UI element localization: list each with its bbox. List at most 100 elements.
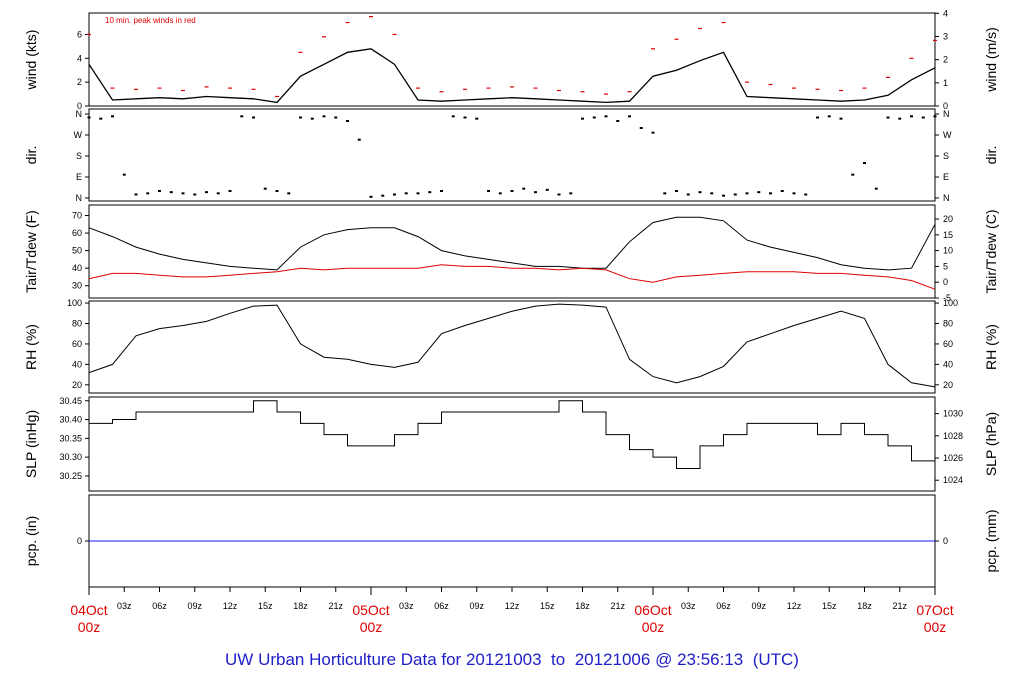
x-tick-label: 03z [117, 601, 132, 611]
wind-direction-point [240, 115, 244, 118]
wind-direction-point [205, 191, 208, 194]
dewpoint-line [88, 264, 936, 290]
ytick-label-temperature: 60 [72, 228, 82, 238]
footer-start-date: 20121003 [465, 650, 542, 669]
wind-direction-point [158, 190, 161, 192]
ytick-right-label-dir: N [943, 109, 950, 119]
x-tick-label: 06z [716, 601, 731, 611]
ytick-right-label-dir: E [943, 172, 949, 182]
x-date-hour-label: 00z [78, 619, 101, 635]
ytick-label-dir: N [76, 109, 83, 119]
x-tick-label: 18z [857, 601, 872, 611]
x-date-label: 07Oct [916, 602, 953, 618]
ytick-label-dir: W [74, 130, 83, 140]
panel-frame-dir [88, 108, 936, 202]
wind-direction-point [910, 115, 913, 118]
wind-direction-point [874, 187, 878, 190]
wind-direction-point [628, 115, 631, 118]
x-date-label: 06Oct [634, 602, 671, 618]
wind-direction-point [252, 116, 255, 119]
wind-direction-point [275, 190, 279, 192]
ytick-label-slp: 30.25 [59, 471, 82, 481]
ytick-label-rh: 20 [72, 380, 82, 390]
ytick-label-wind: 6 [77, 29, 82, 39]
wind-direction-point [780, 190, 784, 192]
wind-direction-point [769, 192, 772, 195]
x-tick-label: 18z [575, 601, 590, 611]
x-tick-label: 12z [505, 601, 520, 611]
wind-direction-point [334, 116, 338, 119]
wind-direction-point [557, 193, 561, 196]
x-date-hour-label: 00z [360, 619, 383, 635]
wind-direction-point [545, 188, 549, 191]
wind-direction-point [369, 195, 373, 198]
wind-direction-point [228, 190, 232, 192]
ytick-right-label-wind: 4 [943, 8, 948, 18]
wind-direction-point [193, 193, 197, 196]
ylabel-right-wind: wind (m/s) [983, 27, 999, 93]
ytick-right-label-rh: 100 [943, 298, 958, 308]
footer-time: 23:56:13 [677, 650, 744, 669]
ytick-right-label-temp: 15 [943, 230, 953, 240]
wind-direction-point [451, 115, 455, 118]
ytick-label-wind: 4 [77, 53, 82, 63]
wind-direction-point [863, 162, 866, 164]
footer-zone: (UTC) [752, 650, 799, 669]
x-tick-label: 21z [892, 601, 907, 611]
footer-to: to [551, 650, 566, 669]
ytick-label-wind: 0 [77, 101, 82, 111]
ytick-label-pcp: 0 [77, 536, 82, 546]
ytick-label-slp: 30.35 [59, 433, 82, 443]
wind-direction-point [851, 173, 855, 176]
ytick-right-label-temp: 20 [943, 214, 953, 224]
ytick-label-wind: 2 [77, 77, 82, 87]
wind-direction-point [651, 131, 655, 134]
wind-direction-point [675, 190, 678, 192]
wind-speed-line [88, 48, 936, 104]
wind-direction-point [404, 192, 408, 195]
x-tick-label: 06z [434, 601, 449, 611]
x-tick-label: 12z [223, 601, 238, 611]
wind-direction-point [134, 193, 138, 196]
ytick-right-label-temp: 10 [943, 246, 953, 256]
ytick-label-dir: E [76, 172, 82, 182]
ytick-right-label-temp: 5 [943, 261, 948, 271]
wind-direction-point [663, 192, 667, 195]
wind-direction-point [757, 191, 761, 194]
ytick-label-dir: N [76, 193, 83, 203]
wind-direction-point [722, 194, 725, 197]
wind-direction-point [886, 116, 890, 119]
wind-annotation: 10 min. peak winds in red [105, 16, 196, 25]
ytick-label-temperature: 30 [72, 281, 82, 291]
wind-direction-point [792, 192, 796, 195]
ytick-right-label-slp: 1024 [943, 475, 963, 485]
wind-direction-point [357, 138, 361, 141]
ytick-right-label-dir: S [943, 151, 949, 161]
wind-direction-point [804, 193, 808, 196]
wind-direction-point [898, 117, 902, 120]
x-date-hour-label: 00z [642, 619, 665, 635]
wind-direction-point [921, 116, 925, 119]
wind-direction-point [827, 115, 831, 118]
wind-direction-point [522, 187, 526, 190]
ytick-right-label-wind: 0 [943, 101, 948, 111]
wind-direction-point [816, 116, 819, 119]
ytick-right-label-temp: 0 [943, 277, 948, 287]
wind-direction-point [322, 115, 326, 118]
wind-direction-point [99, 117, 103, 120]
weather-station-chart: wind (kts) wind (m/s) dir. dir. Tair/Tdew (F… [23, 8, 999, 635]
x-tick-label: 15z [258, 601, 273, 611]
x-date-hour-label: 00z [924, 619, 947, 635]
wind-direction-point [122, 173, 126, 176]
ytick-right-label-slp: 1026 [943, 453, 963, 463]
ytick-label-rh: 80 [72, 318, 82, 328]
wind-direction-point [416, 192, 420, 195]
ylabel-temperature: Tair/Tdew (F) [23, 210, 39, 292]
ytick-right-label-pcp: 0 [943, 536, 948, 546]
x-tick-label: 15z [540, 601, 555, 611]
footer-end-date: 20121006 [574, 650, 651, 669]
wind-direction-point [287, 192, 291, 195]
wind-direction-point [616, 120, 620, 122]
ylabel-right-rh: RH (%) [983, 324, 999, 370]
wind-direction-point [698, 191, 702, 194]
